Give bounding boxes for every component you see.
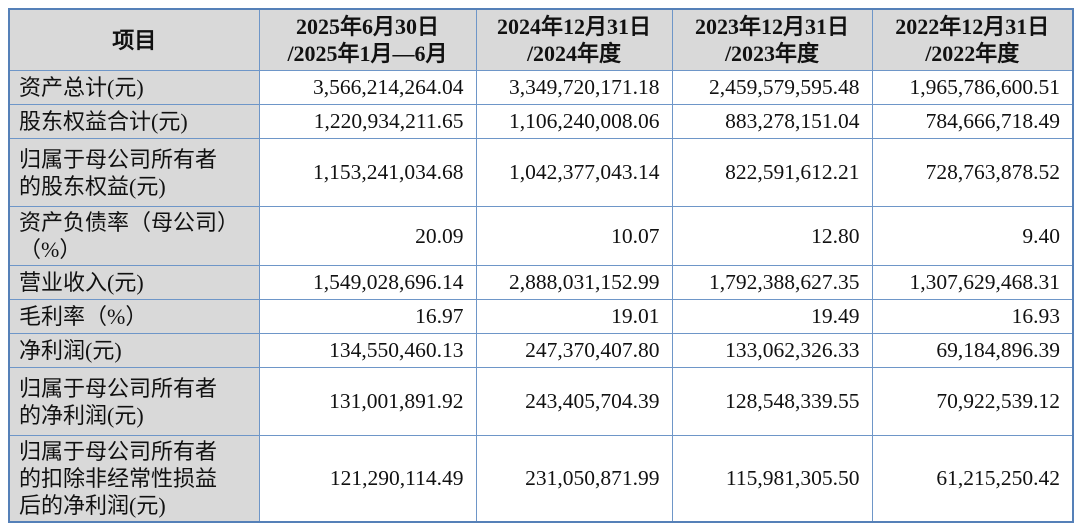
value-cell: 19.01 [475, 299, 673, 334]
value-cell: 1,153,241,034.68 [258, 138, 477, 207]
row-label: 归属于母公司所有者 的净利润(元) [8, 367, 260, 436]
table-row-net-profit-parent: 归属于母公司所有者 的净利润(元) 131,001,891.92 243,405… [8, 367, 1074, 436]
row-label: 净利润(元) [8, 333, 260, 368]
header-cell-period-2024: 2024年12月31日 /2024年度 [475, 8, 673, 71]
value-cell: 1,106,240,008.06 [475, 104, 673, 139]
row-label: 资产负债率（母公司） （%） [8, 206, 260, 266]
value-cell: 133,062,326.33 [671, 333, 873, 368]
table-row-debt-ratio: 资产负债率（母公司） （%） 20.09 10.07 12.80 9.40 [8, 206, 1074, 266]
value-cell: 70,922,539.12 [871, 367, 1074, 436]
value-cell: 16.93 [871, 299, 1074, 334]
value-cell: 19.49 [671, 299, 873, 334]
value-cell: 16.97 [258, 299, 477, 334]
row-label: 毛利率（%） [8, 299, 260, 334]
table-row-net-profit-deducted: 归属于母公司所有者 的扣除非经常性损益 后的净利润(元) 121,290,114… [8, 435, 1074, 523]
value-cell: 1,220,934,211.65 [258, 104, 477, 139]
financial-summary-table-wrap: 项目 2025年6月30日 /2025年1月—6月 2024年12月31日 /2… [8, 8, 1074, 523]
row-label: 股东权益合计(元) [8, 104, 260, 139]
value-cell: 20.09 [258, 206, 477, 266]
table-row-total-equity: 股东权益合计(元) 1,220,934,211.65 1,106,240,008… [8, 104, 1074, 139]
value-cell: 9.40 [871, 206, 1074, 266]
value-cell: 115,981,305.50 [671, 435, 873, 523]
header-cell-item: 项目 [8, 8, 260, 71]
value-cell: 728,763,878.52 [871, 138, 1074, 207]
value-cell: 128,548,339.55 [671, 367, 873, 436]
value-cell: 121,290,114.49 [258, 435, 477, 523]
value-cell: 1,307,629,468.31 [871, 265, 1074, 300]
table-row-gross-margin: 毛利率（%） 16.97 19.01 19.49 16.93 [8, 299, 1074, 334]
value-cell: 12.80 [671, 206, 873, 266]
value-cell: 2,459,579,595.48 [671, 70, 873, 105]
table-row-revenue: 营业收入(元) 1,549,028,696.14 2,888,031,152.9… [8, 265, 1074, 300]
row-label: 归属于母公司所有者 的股东权益(元) [8, 138, 260, 207]
value-cell: 784,666,718.49 [871, 104, 1074, 139]
value-cell: 134,550,460.13 [258, 333, 477, 368]
table-row-total-assets: 资产总计(元) 3,566,214,264.04 3,349,720,171.1… [8, 70, 1074, 105]
row-label: 资产总计(元) [8, 70, 260, 105]
value-cell: 243,405,704.39 [475, 367, 673, 436]
value-cell: 1,965,786,600.51 [871, 70, 1074, 105]
value-cell: 2,888,031,152.99 [475, 265, 673, 300]
table-row-net-profit: 净利润(元) 134,550,460.13 247,370,407.80 133… [8, 333, 1074, 368]
value-cell: 247,370,407.80 [475, 333, 673, 368]
value-cell: 1,042,377,043.14 [475, 138, 673, 207]
header-cell-period-2025: 2025年6月30日 /2025年1月—6月 [258, 8, 477, 71]
value-cell: 231,050,871.99 [475, 435, 673, 523]
value-cell: 3,566,214,264.04 [258, 70, 477, 105]
value-cell: 822,591,612.21 [671, 138, 873, 207]
row-label: 营业收入(元) [8, 265, 260, 300]
value-cell: 10.07 [475, 206, 673, 266]
value-cell: 1,792,388,627.35 [671, 265, 873, 300]
table-row-equity-parent: 归属于母公司所有者 的股东权益(元) 1,153,241,034.68 1,04… [8, 138, 1074, 207]
value-cell: 883,278,151.04 [671, 104, 873, 139]
header-cell-period-2022: 2022年12月31日 /2022年度 [871, 8, 1074, 71]
value-cell: 61,215,250.42 [871, 435, 1074, 523]
value-cell: 69,184,896.39 [871, 333, 1074, 368]
value-cell: 1,549,028,696.14 [258, 265, 477, 300]
table-header-row: 项目 2025年6月30日 /2025年1月—6月 2024年12月31日 /2… [8, 8, 1074, 71]
row-label: 归属于母公司所有者 的扣除非经常性损益 后的净利润(元) [8, 435, 260, 523]
value-cell: 3,349,720,171.18 [475, 70, 673, 105]
header-cell-period-2023: 2023年12月31日 /2023年度 [671, 8, 873, 71]
financial-summary-table: 项目 2025年6月30日 /2025年1月—6月 2024年12月31日 /2… [8, 8, 1074, 523]
value-cell: 131,001,891.92 [258, 367, 477, 436]
